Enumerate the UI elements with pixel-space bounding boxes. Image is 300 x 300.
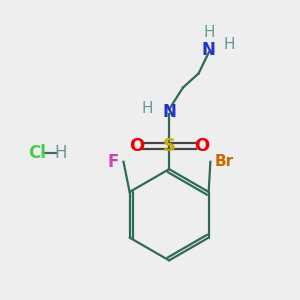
Text: N: N	[202, 41, 216, 59]
Text: Br: Br	[215, 154, 234, 169]
Text: H: H	[54, 144, 66, 162]
Text: H: H	[141, 101, 153, 116]
Text: Cl: Cl	[28, 144, 46, 162]
Text: O: O	[129, 136, 144, 154]
Text: O: O	[194, 136, 209, 154]
Text: H: H	[224, 37, 235, 52]
Text: H: H	[203, 25, 214, 40]
Text: S: S	[163, 136, 176, 154]
Text: N: N	[162, 103, 176, 121]
Text: F: F	[108, 153, 119, 171]
